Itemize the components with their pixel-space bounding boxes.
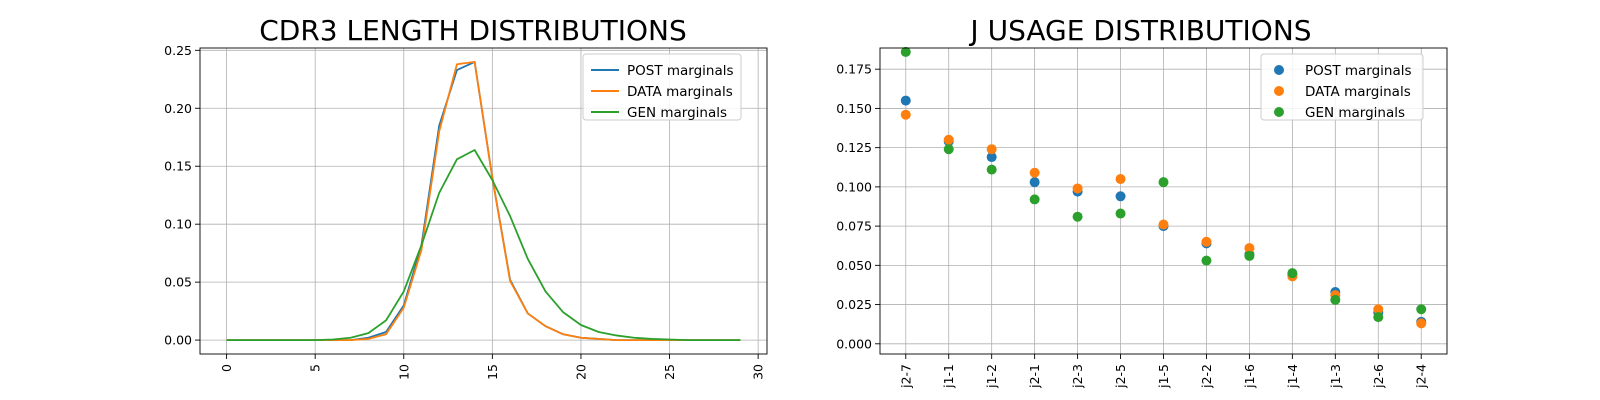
x-tick-label: j2-3 bbox=[1070, 364, 1085, 389]
y-tick-label: 0.075 bbox=[836, 219, 872, 234]
y-tick-label: 0.150 bbox=[836, 101, 872, 116]
point-gen-marginals bbox=[1416, 304, 1427, 315]
legend-label: GEN marginals bbox=[627, 105, 727, 121]
x-tick-label: j2-6 bbox=[1371, 364, 1386, 389]
legend-label: POST marginals bbox=[1305, 63, 1412, 79]
point-gen-marginals bbox=[1158, 177, 1169, 188]
point-data-marginals bbox=[1072, 183, 1083, 194]
y-tick-label: 0.10 bbox=[164, 217, 192, 232]
point-gen-marginals bbox=[943, 144, 954, 155]
x-tick-label: j1-5 bbox=[1156, 364, 1171, 389]
y-tick-label: 0.175 bbox=[836, 62, 872, 77]
cdr3-length-chart: CDR3 LENGTH DISTRIBUTIONS 0 5 10 15 20 25 30 0.… bbox=[164, 14, 768, 380]
x-tick-label: 5 bbox=[308, 364, 323, 372]
x-tick-label: j2-1 bbox=[1027, 364, 1042, 389]
y-tick-label: 0.20 bbox=[164, 101, 192, 116]
point-data-marginals bbox=[1373, 304, 1384, 315]
x-tick-label: j1-2 bbox=[984, 364, 999, 389]
point-post-marginals bbox=[1029, 177, 1040, 188]
point-data-marginals bbox=[986, 144, 997, 155]
point-gen-marginals bbox=[1287, 268, 1298, 279]
x-tick-label: 25 bbox=[662, 364, 677, 380]
point-data-marginals bbox=[1029, 167, 1040, 178]
x-tick-label: 10 bbox=[396, 364, 411, 380]
y-tick-label: 0.100 bbox=[836, 179, 872, 194]
series-line-gen-marginals bbox=[226, 149, 741, 341]
x-tick-label: 0 bbox=[219, 364, 234, 372]
point-data-marginals bbox=[1201, 236, 1212, 247]
chart-title: CDR3 LENGTH DISTRIBUTIONS bbox=[259, 14, 687, 47]
axis-ticks: 0 5 10 15 20 25 30 0.00 0.05 0.10 0.15 0.20 0.25 bbox=[164, 43, 765, 380]
legend-label: DATA marginals bbox=[1305, 84, 1411, 100]
x-tick-label: j2-2 bbox=[1199, 364, 1214, 389]
x-tick-label: j1-4 bbox=[1285, 364, 1300, 389]
legend: POST marginals DATA marginals GEN marginal… bbox=[1260, 53, 1424, 121]
series-points bbox=[900, 46, 1427, 329]
point-data-marginals bbox=[900, 109, 911, 120]
y-tick-label: 0.15 bbox=[164, 159, 192, 174]
x-tick-label: j2-5 bbox=[1113, 364, 1128, 389]
legend-swatch bbox=[1274, 107, 1284, 117]
plot-frame bbox=[199, 47, 768, 355]
legend-box bbox=[582, 53, 742, 121]
x-tick-label: j1-6 bbox=[1242, 364, 1257, 389]
y-tick-label: 0.25 bbox=[164, 43, 192, 58]
point-gen-marginals bbox=[1244, 250, 1255, 261]
y-tick-label: 0.00 bbox=[164, 333, 192, 348]
point-gen-marginals bbox=[1029, 194, 1040, 205]
point-gen-marginals bbox=[1330, 294, 1341, 305]
point-post-marginals bbox=[1115, 191, 1126, 202]
x-tick-label: j1-3 bbox=[1328, 364, 1343, 389]
point-gen-marginals bbox=[900, 46, 911, 57]
legend-box bbox=[1260, 53, 1424, 121]
legend-label: DATA marginals bbox=[627, 84, 733, 100]
chart-title: J USAGE DISTRIBUTIONS bbox=[968, 14, 1311, 47]
point-post-marginals bbox=[986, 152, 997, 163]
point-gen-marginals bbox=[1072, 211, 1083, 222]
series-lines bbox=[226, 61, 741, 341]
y-tick-label: 0.125 bbox=[836, 140, 872, 155]
point-data-marginals bbox=[1158, 219, 1169, 230]
legend: POST marginals DATA marginals GEN marginal… bbox=[582, 53, 742, 121]
legend-label: GEN marginals bbox=[1305, 105, 1405, 121]
x-tick-label: 15 bbox=[485, 364, 500, 380]
y-tick-label: 0.025 bbox=[836, 297, 872, 312]
grid bbox=[880, 48, 1447, 354]
x-tick-label: 20 bbox=[573, 364, 588, 380]
x-tick-label: j1-1 bbox=[941, 364, 956, 389]
point-gen-marginals bbox=[1115, 208, 1126, 219]
point-data-marginals bbox=[943, 134, 954, 145]
x-tick-label: 30 bbox=[751, 364, 766, 380]
y-tick-label: 0.000 bbox=[836, 336, 872, 351]
x-tick-label: j2-7 bbox=[898, 364, 913, 389]
point-post-marginals bbox=[900, 95, 911, 106]
y-tick-label: 0.050 bbox=[836, 258, 872, 273]
j-usage-chart: J USAGE DISTRIBUTIONS j2-7 j1-1 j1-2 j2-1 j2… bbox=[836, 14, 1448, 389]
point-gen-marginals bbox=[1373, 312, 1384, 323]
point-data-marginals bbox=[1416, 318, 1427, 329]
x-tick-label: j2-4 bbox=[1414, 364, 1429, 389]
y-tick-label: 0.05 bbox=[164, 275, 192, 290]
legend-swatch bbox=[1274, 86, 1284, 96]
point-gen-marginals bbox=[1201, 255, 1212, 266]
point-gen-marginals bbox=[986, 164, 997, 175]
axis-ticks: j2-7 j1-1 j1-2 j2-1 j2-3 j2-5 j1-5 j2-2 j1-6 j1-4… bbox=[836, 62, 1429, 389]
point-data-marginals bbox=[1115, 174, 1126, 185]
legend-label: POST marginals bbox=[627, 63, 734, 79]
legend-swatch bbox=[1274, 65, 1284, 75]
point-data-marginals bbox=[1244, 243, 1255, 254]
